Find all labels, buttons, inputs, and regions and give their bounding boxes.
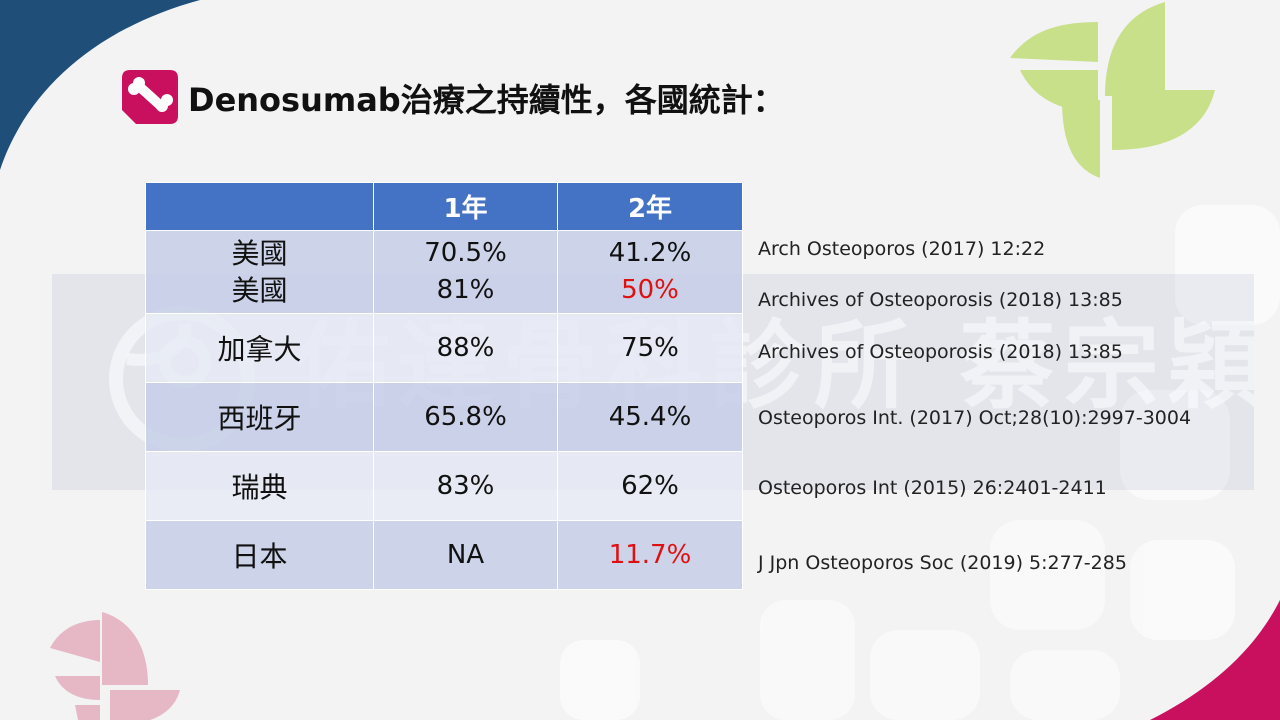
year1-value: NA [373,520,558,590]
year2-value: 45.4% [557,382,743,452]
year1-cell: 70.5% 81% [373,230,558,314]
year1-value: 83% [373,451,558,521]
country-cell: 美國 美國 [145,230,374,314]
source-citation: J Jpn Osteoporos Soc (2019) 5:277-285 [758,552,1127,574]
country-cell: 日本 [145,520,374,590]
corner-navy-shape [0,0,200,170]
country-usa-1: 美國 [231,237,288,270]
country-usa-2: 美國 [231,274,288,307]
year1-value: 70.5% [424,238,507,268]
year1-value: 88% [373,313,558,383]
corner-magenta-shape [1150,600,1280,720]
table-row-usa: 美國 美國 70.5% 81% 41.2% 50% [145,230,743,314]
source-citation: Osteoporos Int (2015) 26:2401-2411 [758,477,1107,499]
source-citation: Arch Osteoporos (2017) 12:22 [758,238,1046,260]
persistence-table: 1年 2年 美國 美國 70.5% 81% 41.2% 50% 加拿大 88% … [145,182,743,590]
header-country [145,182,374,231]
bone-icon [122,70,178,124]
source-citation: Archives of Osteoporosis (2018) 13:85 [758,289,1123,311]
year2-value-highlight: 11.7% [557,520,743,590]
header-year2: 2年 [557,182,743,231]
year2-value-highlight: 50% [621,275,679,305]
year1-value: 65.8% [373,382,558,452]
year2-cell: 41.2% 50% [557,230,743,314]
table-header-row: 1年 2年 [145,182,743,231]
year1-value: 81% [436,275,495,305]
table-row-spain: 西班牙 65.8% 45.4% [145,382,743,452]
source-citation: Archives of Osteoporosis (2018) 13:85 [758,341,1123,363]
year2-value: 41.2% [608,238,692,268]
page-title: Denosumab治療之持續性，各國統計： [188,81,785,119]
table-row-sweden: 瑞典 83% 62% [145,451,743,521]
year2-value: 75% [557,313,743,383]
table-row-japan: 日本 NA 11.7% [145,520,743,590]
source-citation: Osteoporos Int. (2017) Oct;28(10):2997-3… [758,407,1192,429]
country-cell: 加拿大 [145,313,374,383]
year2-value: 62% [557,451,743,521]
white-block-pattern [560,205,1280,720]
country-cell: 瑞典 [145,451,374,521]
table-row-canada: 加拿大 88% 75% [145,313,743,383]
country-cell: 西班牙 [145,382,374,452]
pink-leaf-logo [50,612,180,720]
header-year1: 1年 [373,182,558,231]
green-leaf-logo [1010,2,1215,178]
